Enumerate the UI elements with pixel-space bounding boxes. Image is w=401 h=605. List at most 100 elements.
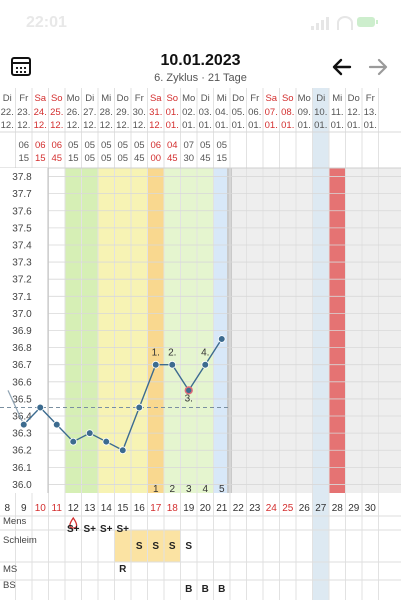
lower-rows-bg (0, 516, 401, 600)
day-weekday: Mi (332, 93, 342, 104)
cycle-chart[interactable]: Di 22. 12. 8 Fr 23. 12. 06 15 9 Sa 24. 12. 06 15 10 So 25… (0, 88, 401, 600)
temperature-tick-label: 37.7 (12, 189, 32, 200)
cycle-day-number: 18 (167, 503, 179, 514)
day-date: 10. (314, 107, 327, 118)
app-header: 10.01.2023 6. Zyklus · 21 Tage (0, 48, 401, 88)
measure-minute: 15 (216, 153, 227, 164)
temperature-tick-label: 37.1 (12, 292, 32, 303)
bs-entry: B (218, 584, 225, 595)
day-date: 28. (100, 107, 113, 118)
arrow-right-icon[interactable] (366, 56, 390, 78)
measure-hour: 05 (117, 140, 128, 151)
cycle-day-number: 28 (332, 503, 344, 514)
higher-temp-label: 2. (168, 348, 176, 359)
page-title: 10.01.2023 (160, 52, 241, 69)
measure-minute: 15 (35, 153, 46, 164)
day-weekday: Di (3, 93, 12, 104)
measure-hour: 07 (183, 140, 194, 151)
day-date: 04. (215, 107, 228, 118)
day-month: 01. (265, 120, 278, 131)
day-weekday: Mi (217, 93, 227, 104)
cycle-day-number: 16 (134, 503, 146, 514)
day-weekday: So (51, 93, 63, 104)
temperature-point (102, 437, 111, 446)
day-month: 12. (67, 120, 80, 131)
calendar-icon[interactable] (11, 57, 31, 76)
schleim-entry: S+ (67, 524, 80, 535)
cycle-day-number: 13 (84, 503, 96, 514)
ms-row-label: MS (3, 564, 17, 575)
bs-entry: B (202, 584, 209, 595)
day-month: 12. (100, 120, 113, 131)
day-date: 30. (133, 107, 146, 118)
day-month: 01. (215, 120, 228, 131)
measure-minute: 00 (150, 153, 161, 164)
schleim-entry: S+ (100, 524, 113, 535)
temperature-tick-label: 36.0 (12, 480, 32, 491)
mens-row-label: Mens (3, 516, 26, 527)
schleim-entry: S (169, 541, 176, 552)
signal-icon (311, 26, 314, 30)
day-date: 26. (67, 107, 80, 118)
measure-hour: 05 (68, 140, 79, 151)
temperature-tick-label: 36.3 (12, 429, 32, 440)
measure-hour: 05 (216, 140, 227, 151)
cycle-day-number: 10 (35, 503, 47, 514)
day-weekday: Do (348, 93, 360, 104)
higher-temp-label: 4. (201, 348, 209, 359)
measure-minute: 45 (200, 153, 211, 164)
cycle-day-number: 9 (21, 503, 27, 514)
temperature-tick-label: 37.3 (12, 258, 32, 269)
day-weekday: Fr (250, 93, 259, 104)
higher-temp-label: 3. (185, 393, 193, 404)
bs-entry: B (185, 584, 192, 595)
day-month: 12. (1, 120, 14, 131)
day-month: 01. (281, 120, 294, 131)
day-date: 12. (347, 107, 360, 118)
schleim-entry: S+ (83, 524, 96, 535)
day-weekday: Fr (135, 93, 144, 104)
day-month: 01. (232, 120, 245, 131)
cycle-day-number: 27 (315, 503, 327, 514)
higher-temp-count: 2 (169, 484, 175, 495)
measure-minute: 15 (18, 153, 29, 164)
day-weekday: Mo (182, 93, 195, 104)
temperature-point (69, 437, 78, 446)
temperature-point (52, 420, 61, 429)
measure-minute: 30 (183, 153, 194, 164)
temperature-tick-label: 36.6 (12, 377, 32, 388)
day-month: 01. (199, 120, 212, 131)
day-date: 08. (281, 107, 294, 118)
day-date: 25. (50, 107, 63, 118)
temperature-tick-label: 37.2 (12, 275, 32, 286)
current-day-column (312, 88, 329, 600)
arrow-left-icon[interactable] (330, 56, 354, 78)
day-weekday: So (282, 93, 294, 104)
day-weekday: Mo (298, 93, 311, 104)
day-date: 01. (166, 107, 179, 118)
temperature-tick-label: 36.8 (12, 343, 32, 354)
day-month: 01. (314, 120, 327, 131)
bs-row-label: BS (3, 580, 16, 591)
cycle-day-number: 24 (266, 503, 278, 514)
cycle-day-number: 25 (282, 503, 294, 514)
ms-entry: R (119, 564, 127, 575)
day-month: 12. (50, 120, 63, 131)
day-month: 12. (17, 120, 30, 131)
cycle-day-number: 8 (4, 503, 10, 514)
cycle-day-number: 19 (183, 503, 195, 514)
measure-minute: 05 (101, 153, 112, 164)
signal-icon (316, 23, 319, 30)
higher-temp-count: 4 (202, 484, 208, 495)
day-weekday: Sa (34, 93, 46, 104)
day-date: 22. (1, 107, 14, 118)
temperature-point (85, 429, 94, 437)
day-month: 01. (298, 120, 311, 131)
signal-icon (321, 20, 324, 30)
day-weekday: Di (85, 93, 94, 104)
cycle-chart-svg: Di22.12.8Fr23.12.06159Sa24.12.061510So25… (0, 88, 401, 600)
measure-hour: 06 (18, 140, 29, 151)
temperature-tick-label: 36.4 (12, 412, 32, 423)
day-date: 24. (34, 107, 47, 118)
schleim-row-label: Schleim (3, 535, 37, 546)
